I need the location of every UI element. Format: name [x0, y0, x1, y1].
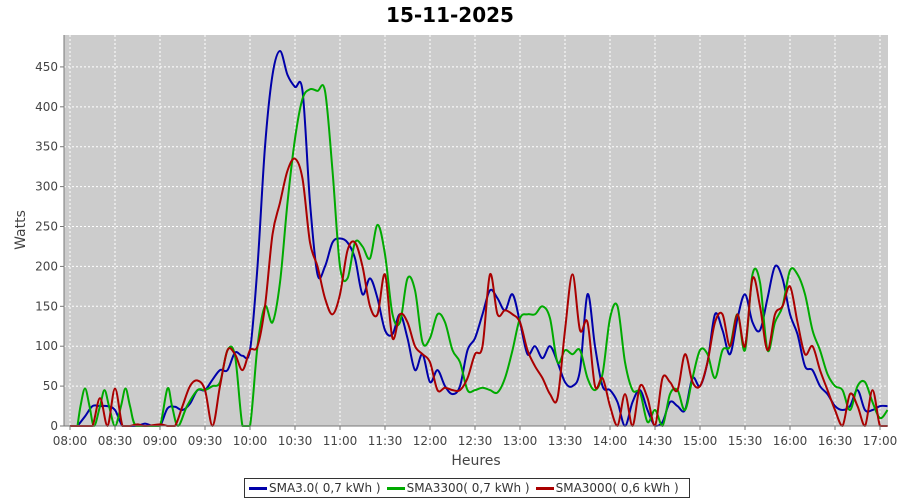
x-tick-label: 14:30 — [638, 434, 673, 448]
x-tick-label: 11:30 — [368, 434, 403, 448]
legend-item: SMA3300( 0,7 kWh ) — [386, 481, 530, 495]
legend-swatch — [249, 486, 267, 490]
legend: SMA3.0( 0,7 kWh ) SMA3300( 0,7 kWh ) SMA30… — [244, 478, 690, 498]
x-tick-label: 15:30 — [728, 434, 763, 448]
series-line-3 — [70, 157, 888, 427]
x-axis-label: Heures — [451, 453, 500, 469]
y-tick-label: 200 — [35, 259, 58, 273]
plot-area — [64, 35, 888, 426]
x-tick-label: 09:00 — [143, 434, 178, 448]
series-lines — [70, 50, 889, 427]
grid — [64, 35, 888, 426]
x-tick-label: 12:00 — [413, 434, 448, 448]
x-tick-label: 11:00 — [323, 434, 358, 448]
y-tick-label: 450 — [35, 60, 58, 74]
y-tick-label: 400 — [35, 100, 58, 114]
y-axis-label: Watts — [13, 210, 29, 250]
y-tick-label: 150 — [35, 299, 58, 313]
legend-item: SMA3000( 0,6 kWh ) — [535, 481, 679, 495]
series-line-1 — [76, 50, 888, 427]
x-tick-label: 16:30 — [818, 434, 853, 448]
y-tick-label: 350 — [35, 140, 58, 154]
y-tick-label: 250 — [35, 220, 58, 234]
x-tick-label: 09:30 — [188, 434, 223, 448]
legend-swatch — [535, 486, 554, 490]
x-tick-label: 16:00 — [773, 434, 808, 448]
y-tick-label: 300 — [35, 180, 58, 194]
legend-label: SMA3.0( 0,7 kWh ) — [269, 481, 381, 495]
x-tick-label: 14:00 — [593, 434, 628, 448]
legend-swatch — [386, 486, 405, 490]
x-tick-label: 13:30 — [548, 434, 583, 448]
y-axis-ticks: 0 50 100 150 200 250 300 350 400 450 — [35, 60, 64, 433]
x-tick-label: 08:30 — [98, 434, 133, 448]
x-axis-ticks: 08:00 08:30 09:00 09:30 10:00 10:30 11:00 11:30… — [53, 426, 898, 448]
x-tick-label: 15:00 — [683, 434, 718, 448]
y-tick-label: 100 — [35, 339, 58, 353]
x-tick-label: 17:00 — [863, 434, 898, 448]
x-tick-label: 12:30 — [458, 434, 493, 448]
x-tick-label: 08:00 — [53, 434, 88, 448]
x-tick-label: 13:00 — [503, 434, 538, 448]
chart-title: 15-11-2025 — [386, 3, 514, 27]
legend-label: SMA3000( 0,6 kWh ) — [555, 481, 679, 495]
y-tick-label: 50 — [43, 379, 58, 393]
y-tick-label: 0 — [50, 419, 58, 433]
x-tick-label: 10:00 — [233, 434, 268, 448]
legend-label: SMA3300( 0,7 kWh ) — [406, 481, 530, 495]
legend-item: SMA3.0( 0,7 kWh ) — [249, 481, 381, 495]
x-tick-label: 10:30 — [278, 434, 313, 448]
